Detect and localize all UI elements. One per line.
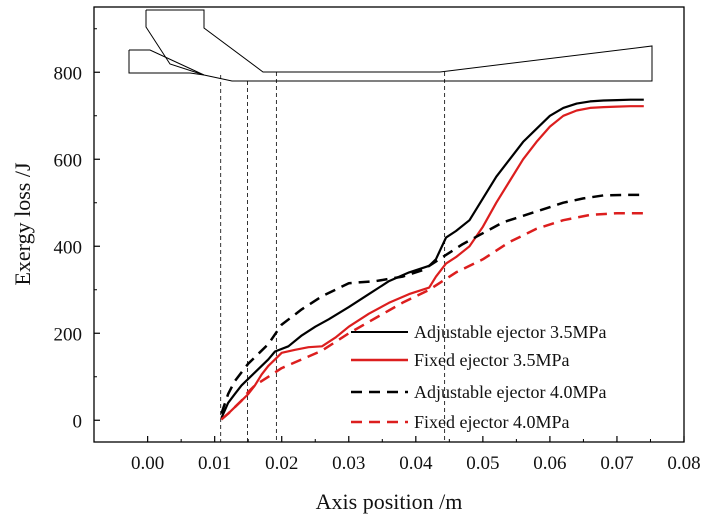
x-tick-label: 0.05: [466, 453, 499, 474]
x-tick-label: 0.06: [533, 453, 566, 474]
y-axis-title: Exergy loss /J: [10, 162, 35, 285]
y-axis-ticks: 0 200 400 600 800: [54, 28, 100, 432]
series-group: [220, 98, 644, 421]
x-tick-label: 0.02: [265, 453, 298, 474]
x-tick-label: 0.07: [600, 453, 633, 474]
series-line-0: [220, 98, 644, 419]
x-axis-ticks: 0.00 0.01 0.02 0.03 0.04 0.05 0.06 0.07 0.08: [131, 436, 701, 474]
legend-label-adjustable-4-0: Adjustable ejector 4.0MPa: [414, 382, 606, 402]
legend-label-adjustable-3-5: Adjustable ejector 3.5MPa: [414, 322, 606, 342]
legend-label-fixed-3-5: Fixed ejector 3.5MPa: [414, 350, 569, 370]
legend-label-fixed-4-0: Fixed ejector 4.0MPa: [414, 412, 569, 432]
series-line-2: [220, 193, 644, 415]
ejector-geometry-outline: [128, 9, 653, 82]
plot-frame: [93, 6, 685, 443]
y-tick-label: 200: [54, 324, 83, 345]
x-tick-label: 0.03: [332, 453, 365, 474]
x-tick-label: 0.08: [667, 453, 700, 474]
x-tick-label: 0.00: [131, 453, 164, 474]
y-tick-label: 400: [54, 237, 83, 258]
x-tick-label: 0.01: [198, 453, 231, 474]
legend: Adjustable ejector 3.5MPa Fixed ejector …: [351, 322, 606, 432]
series-line-3: [220, 211, 644, 421]
series-line-1: [220, 105, 644, 421]
ejector-suction-inlet-outline: [128, 49, 205, 76]
x-tick-label: 0.04: [399, 453, 433, 474]
y-tick-label: 800: [54, 63, 83, 84]
y-tick-label: 600: [54, 150, 83, 171]
y-tick-label: 0: [73, 411, 83, 432]
x-axis-title: Axis position /m: [316, 489, 463, 514]
ejector-primary-nozzle-outline: [145, 9, 653, 82]
